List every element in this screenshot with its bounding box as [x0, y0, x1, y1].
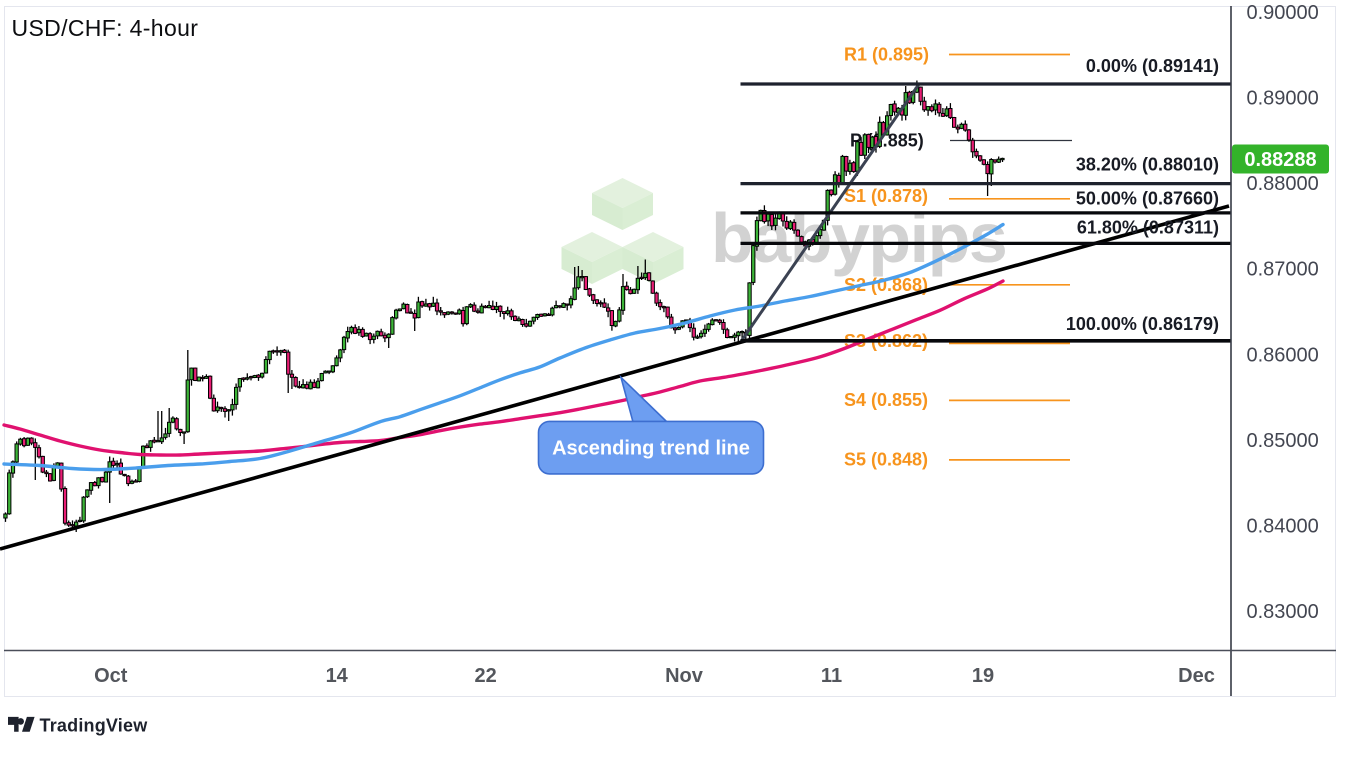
- svg-text:USD/CHF: 4-hour: USD/CHF: 4-hour: [12, 15, 199, 41]
- svg-text:19: 19: [972, 665, 994, 687]
- svg-text:S4 (0.855): S4 (0.855): [844, 390, 928, 410]
- svg-text:S5 (0.848): S5 (0.848): [844, 450, 928, 470]
- svg-text:Dec: Dec: [1178, 665, 1215, 687]
- svg-text:Nov: Nov: [665, 665, 704, 687]
- svg-text:22: 22: [474, 665, 496, 687]
- svg-text:S2 (0.868): S2 (0.868): [844, 275, 928, 295]
- svg-text:Oct: Oct: [94, 665, 128, 687]
- svg-text:38.20% (0.88010): 38.20% (0.88010): [1076, 155, 1219, 175]
- svg-text:Ascending trend line: Ascending trend line: [552, 438, 750, 460]
- svg-text:R1 (0.895): R1 (0.895): [844, 45, 929, 65]
- svg-text:TradingView: TradingView: [40, 716, 149, 736]
- svg-text:0.88288: 0.88288: [1244, 149, 1316, 171]
- svg-text:100.00% (0.86179): 100.00% (0.86179): [1066, 314, 1219, 334]
- svg-text:0.86000: 0.86000: [1247, 344, 1319, 366]
- svg-text:0.83000: 0.83000: [1247, 601, 1319, 623]
- svg-text:0.84000: 0.84000: [1247, 516, 1319, 538]
- svg-text:0.00% (0.89141): 0.00% (0.89141): [1086, 56, 1219, 76]
- svg-text:0.89000: 0.89000: [1247, 88, 1319, 110]
- svg-text:14: 14: [326, 665, 349, 687]
- svg-text:S1 (0.878): S1 (0.878): [844, 186, 928, 206]
- svg-text:61.80% (0.87311): 61.80% (0.87311): [1077, 217, 1219, 237]
- svg-text:50.00% (0.87660): 50.00% (0.87660): [1076, 189, 1219, 209]
- svg-text:11: 11: [821, 665, 842, 687]
- svg-text:0.88000: 0.88000: [1247, 173, 1319, 195]
- svg-text:0.87000: 0.87000: [1247, 259, 1319, 281]
- svg-text:0.85000: 0.85000: [1247, 430, 1319, 452]
- svg-text:0.90000: 0.90000: [1247, 2, 1319, 24]
